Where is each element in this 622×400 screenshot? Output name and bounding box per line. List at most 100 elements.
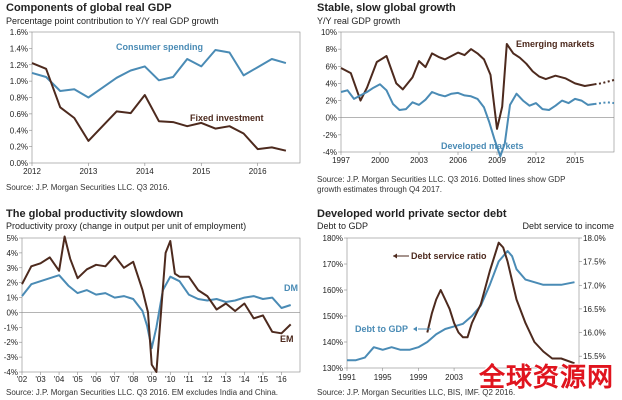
y-tick-label: 4% — [6, 249, 18, 258]
series-label: Consumer spending — [116, 42, 203, 52]
x-tick-label: '03 — [35, 375, 46, 384]
y-tick-label: 1.0% — [10, 77, 28, 86]
right-tick-label: 17.5% — [583, 258, 606, 267]
panel-source: Source: J.P. Morgan Securities LLC, BIS,… — [317, 388, 516, 397]
series-line-fixed-investment — [31, 62, 287, 152]
x-tick-label: 2012 — [23, 167, 41, 176]
chart-gdp-components: 0.0% 0.2% 0.4% 0.6% 0.8% 1.0% 1.2% 1.4% 1.6% 2012… — [10, 28, 301, 176]
x-tick-label: '06 — [91, 375, 102, 384]
series-line-developed-markets — [340, 83, 595, 158]
x-tick-label: 2009 — [488, 156, 506, 165]
y-tick-label: 1.2% — [10, 61, 28, 70]
x-tick-label: 2000 — [371, 156, 389, 165]
y-tick-label: 5% — [6, 234, 18, 243]
panel-source-line2: growth estimates through Q4 2017. — [317, 185, 442, 194]
x-tick-label: 2013 — [80, 167, 98, 176]
panel-subtitle: Percentage point contribution to Y/Y rea… — [6, 16, 219, 26]
x-tick-label: 2015 — [566, 156, 584, 165]
plot-frame — [340, 31, 615, 153]
panel-title: Stable, slow global growth — [317, 2, 456, 14]
series-label: Debt service ratio — [411, 251, 487, 261]
x-tick-label: 2012 — [527, 156, 545, 165]
x-tick-label: 1999 — [409, 373, 427, 382]
y-tick-label: 0.2% — [10, 143, 28, 152]
arrow-head — [413, 326, 417, 332]
panel-subtitle: Y/Y real GDP growth — [317, 16, 401, 26]
y-tick-label: 0% — [325, 114, 337, 123]
panel-title: The global productivity slowdown — [6, 208, 184, 220]
panel-source: Source: J.P. Morgan Securities LLC. Q3 2… — [6, 183, 170, 192]
panel-title: Components of global real GDP — [6, 2, 172, 14]
x-tick-label: 2003 — [410, 156, 428, 165]
y-tick-label: 2% — [325, 97, 337, 106]
watermark-logo: 全球资源网 — [478, 363, 614, 393]
right-tick-label: 16.5% — [583, 305, 606, 314]
y-tick-label: 0.6% — [10, 110, 28, 119]
x-tick-label: '16 — [276, 375, 287, 384]
series-label: Debt to GDP — [355, 324, 408, 334]
panel-gdp-components: Components of global real GDP Percentage… — [0, 0, 311, 200]
x-tick-label: '15 — [258, 375, 269, 384]
series-label: DM — [284, 283, 298, 293]
x-tick-label: '09 — [147, 375, 158, 384]
x-tick-label: '07 — [109, 375, 120, 384]
x-tick-label: 2016 — [249, 167, 267, 176]
right-tick-label: 16.0% — [583, 329, 606, 338]
y-tick-label: 170% — [323, 260, 343, 269]
x-tick-label: '12 — [202, 375, 213, 384]
y-tick-label: 8% — [325, 45, 337, 54]
panel-private-debt: Developed world private sector debt Debt… — [311, 200, 622, 400]
x-tick-label: '14 — [239, 375, 250, 384]
series-line-debt-service-ratio — [426, 241, 575, 365]
x-tick-label: 1991 — [338, 373, 356, 382]
series-label: Emerging markets — [516, 39, 595, 49]
x-tick-label: '11 — [184, 375, 194, 384]
y-tick-label: -2% — [323, 131, 337, 140]
panel-subtitle: Productivity proxy (change in output per… — [6, 221, 247, 231]
y-tick-label: 1% — [6, 294, 18, 303]
plot-frame — [21, 237, 301, 373]
chart-private-debt: 130% 140% 150% 160% 170% 180% 15.5% 16.0% 16.5% 1… — [323, 234, 606, 382]
y-tick-label: 150% — [323, 312, 343, 321]
x-tick-label: '02 — [17, 375, 28, 384]
y-tick-label: 3% — [6, 264, 18, 273]
y-tick-label: -4% — [4, 368, 18, 377]
y-tick-label: 4% — [325, 79, 337, 88]
series-label: EM — [280, 334, 294, 344]
y-tick-label: 130% — [323, 364, 343, 373]
series-label: Fixed investment — [190, 113, 264, 123]
right-tick-label: 15.5% — [583, 352, 606, 361]
panel-source: Source: J.P. Morgan Securities LLC. Q3 2… — [6, 388, 279, 397]
right-tick-label: 18.0% — [583, 234, 606, 243]
x-tick-label: 1997 — [332, 156, 350, 165]
series-line-em — [21, 235, 292, 373]
panel-source: Source: J.P. Morgan Securities LLC. Q3 2… — [317, 175, 566, 184]
projection-line — [594, 101, 615, 105]
right-axis-title: Debt service to income — [522, 221, 614, 231]
y-tick-label: -3% — [4, 353, 18, 362]
x-tick-label: '13 — [221, 375, 232, 384]
plot-frame — [346, 237, 580, 369]
x-tick-label: 2006 — [449, 156, 467, 165]
y-tick-label: -1% — [4, 323, 18, 332]
y-tick-label: 140% — [323, 338, 343, 347]
y-tick-label: 1.6% — [10, 28, 28, 37]
x-tick-label: '10 — [165, 375, 176, 384]
x-tick-label: '08 — [128, 375, 139, 384]
y-tick-label: 6% — [325, 62, 337, 71]
series-label: Developed markets — [441, 141, 524, 151]
y-tick-label: 0% — [6, 308, 18, 317]
x-tick-label: '05 — [72, 375, 83, 384]
x-tick-label: '04 — [54, 375, 65, 384]
series-line-debt-to-gdp — [347, 250, 575, 362]
y-tick-label: 180% — [323, 234, 343, 243]
series-line-dm — [21, 274, 292, 350]
series-line-emerging-markets — [340, 43, 595, 130]
y-tick-label: -4% — [323, 148, 337, 157]
panel-productivity: The global productivity slowdown Product… — [0, 200, 311, 400]
y-tick-label: 2% — [6, 279, 18, 288]
x-tick-label: 2015 — [192, 167, 210, 176]
chart-productivity: -4% -3% -2% -1% 0% 1% 2% 3% 4% 5% '02 '03 '04 '05 '06 '… — [4, 234, 301, 384]
y-tick-label: 160% — [323, 286, 343, 295]
panel-title: Developed world private sector debt — [317, 208, 507, 220]
